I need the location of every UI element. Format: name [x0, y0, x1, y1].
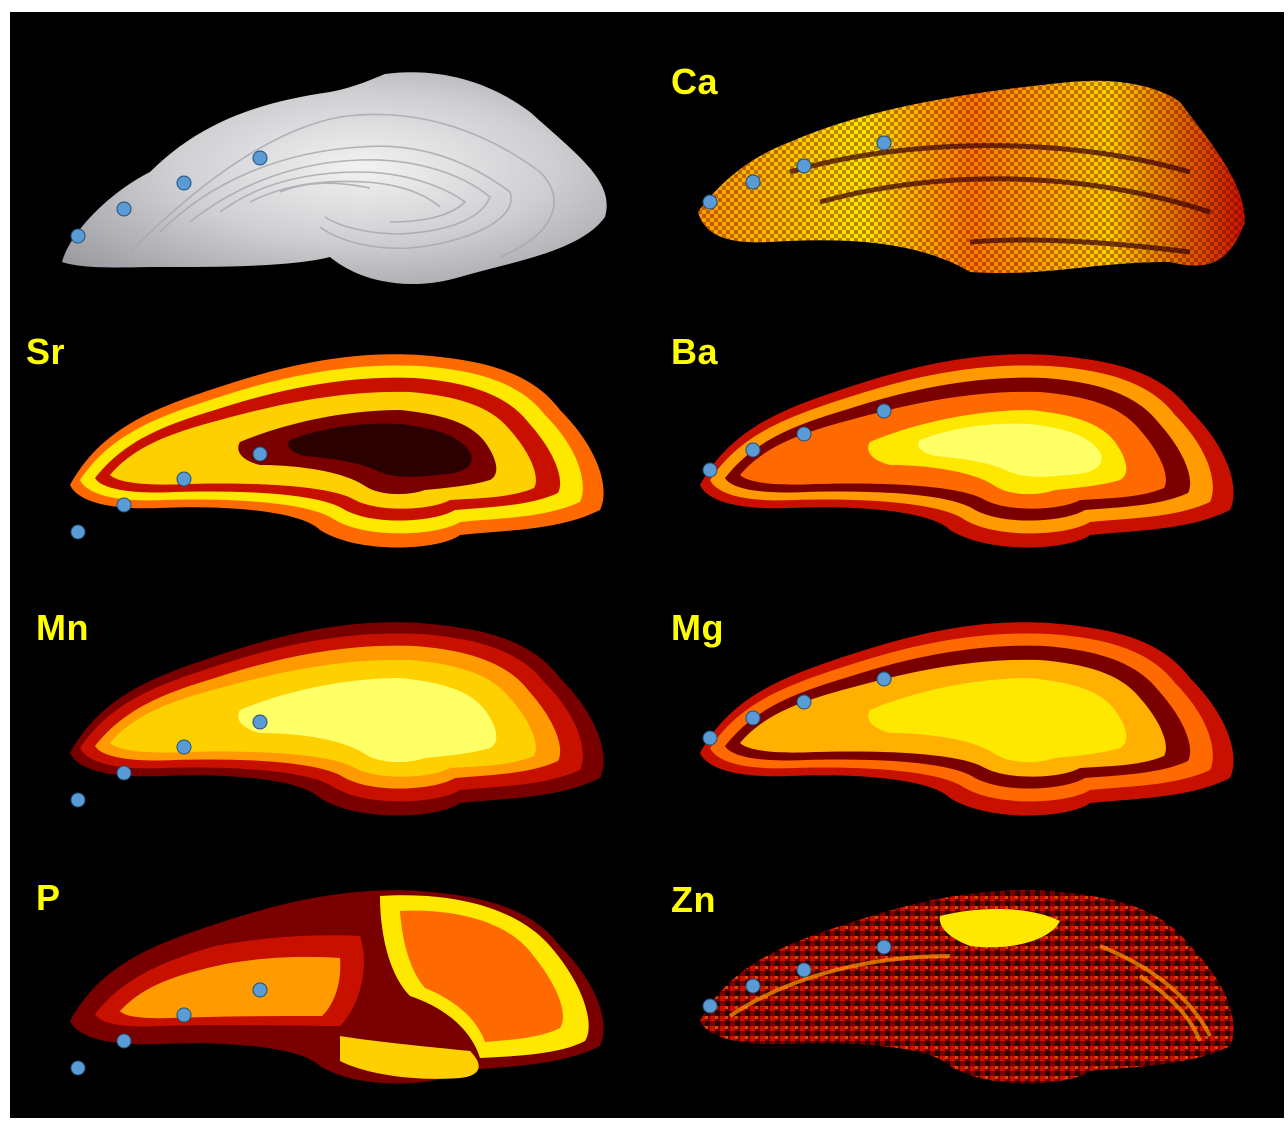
ba-rings	[700, 354, 1234, 548]
panel-zn	[670, 866, 1270, 1124]
mg-rings	[700, 622, 1234, 816]
mn-rings	[70, 622, 604, 816]
label-zn: Zn	[671, 879, 716, 920]
label-ca: Ca	[671, 61, 719, 102]
panel-sr	[40, 330, 640, 588]
panel-p	[40, 866, 640, 1124]
sr-rings	[70, 354, 604, 548]
label-p: P	[36, 877, 61, 918]
ba-heatmap	[700, 354, 1234, 548]
panel-photo	[40, 62, 640, 320]
ca-heatmap	[698, 80, 1245, 274]
label-ba: Ba	[671, 331, 719, 372]
label-mg: Mg	[671, 607, 724, 648]
mn-heatmap	[70, 622, 604, 816]
label-mn: Mn	[36, 607, 89, 648]
zn-signal	[700, 890, 1234, 1084]
p-rings	[70, 890, 604, 1084]
sr-heatmap	[70, 354, 604, 548]
mg-heatmap	[700, 622, 1234, 816]
panel-mg	[670, 598, 1270, 856]
p-heatmap	[70, 890, 604, 1084]
panel-mn	[40, 598, 640, 856]
otolith-body	[62, 72, 607, 285]
otolith-photograph	[62, 72, 607, 285]
panel-ba	[670, 330, 1270, 588]
growth-rings	[129, 113, 555, 258]
zn-heatmap	[700, 890, 1234, 1084]
otolith-figure: Ca Sr Ba Mn Mg P Zn	[10, 12, 1284, 1118]
label-sr: Sr	[26, 331, 66, 372]
panel-ca	[670, 62, 1270, 320]
